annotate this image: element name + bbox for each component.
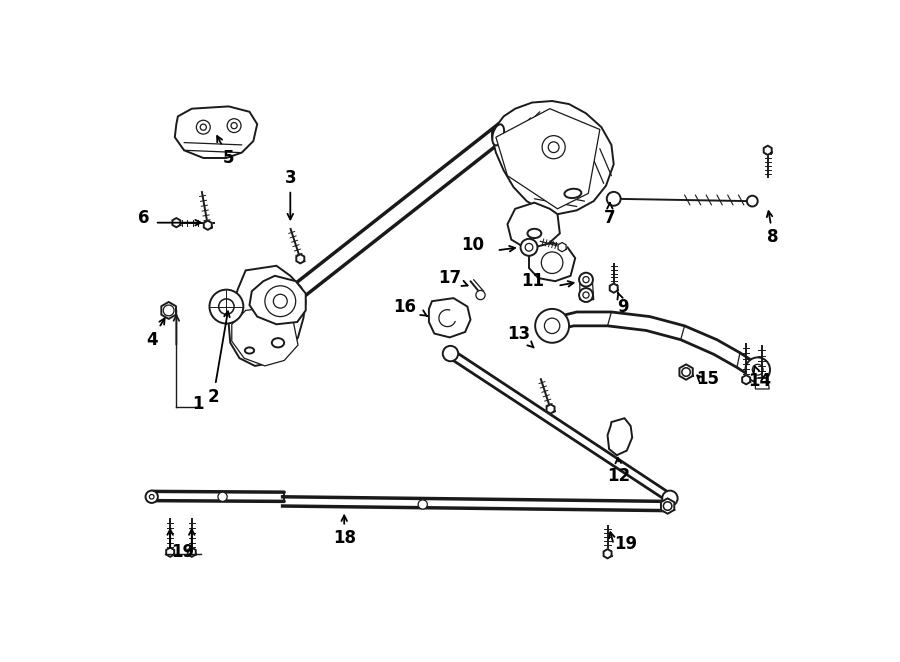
Text: 11: 11 [521, 272, 544, 290]
Polygon shape [580, 277, 594, 300]
Text: 14: 14 [749, 366, 771, 391]
Circle shape [579, 288, 593, 302]
Polygon shape [764, 146, 771, 155]
Polygon shape [249, 276, 306, 324]
Polygon shape [529, 243, 575, 281]
Circle shape [196, 120, 211, 134]
Polygon shape [742, 375, 751, 385]
Circle shape [548, 142, 559, 152]
Text: 5: 5 [217, 136, 235, 167]
Polygon shape [546, 404, 554, 414]
Circle shape [544, 318, 560, 334]
Circle shape [526, 244, 533, 251]
Circle shape [752, 364, 763, 375]
Circle shape [541, 252, 562, 273]
Polygon shape [161, 302, 176, 319]
Circle shape [542, 136, 565, 159]
Circle shape [579, 273, 593, 287]
Text: 9: 9 [617, 293, 629, 316]
Circle shape [443, 346, 458, 361]
Circle shape [418, 500, 427, 509]
Text: 15: 15 [696, 369, 719, 387]
Polygon shape [758, 377, 766, 387]
Polygon shape [492, 101, 614, 214]
Polygon shape [508, 203, 560, 249]
Ellipse shape [527, 229, 541, 238]
Polygon shape [558, 242, 566, 252]
Text: 12: 12 [608, 457, 631, 485]
Circle shape [520, 239, 537, 256]
Circle shape [682, 368, 690, 376]
Circle shape [259, 291, 266, 297]
Circle shape [747, 196, 758, 207]
Text: 2: 2 [208, 311, 230, 406]
Polygon shape [203, 220, 212, 230]
Circle shape [274, 295, 287, 308]
Ellipse shape [564, 189, 581, 198]
Ellipse shape [272, 338, 284, 348]
Text: 8: 8 [767, 211, 778, 246]
Text: 19: 19 [614, 535, 637, 553]
Circle shape [219, 299, 234, 314]
Circle shape [583, 277, 590, 283]
Circle shape [607, 192, 621, 206]
Polygon shape [166, 547, 175, 557]
Polygon shape [680, 364, 693, 380]
Polygon shape [296, 254, 304, 263]
Circle shape [164, 306, 174, 315]
Ellipse shape [492, 124, 504, 146]
Polygon shape [175, 107, 257, 158]
Text: 10: 10 [462, 236, 484, 254]
Polygon shape [755, 378, 770, 389]
Ellipse shape [245, 348, 254, 354]
Polygon shape [604, 549, 612, 558]
Circle shape [200, 124, 206, 130]
Polygon shape [232, 307, 298, 366]
Polygon shape [429, 298, 471, 338]
Polygon shape [188, 547, 196, 557]
Circle shape [265, 286, 296, 316]
Text: 18: 18 [333, 516, 356, 547]
Text: 19: 19 [171, 543, 194, 561]
Circle shape [255, 286, 270, 301]
Text: 1: 1 [193, 395, 203, 413]
Circle shape [227, 118, 241, 132]
Text: 6: 6 [139, 209, 149, 226]
Polygon shape [609, 283, 617, 293]
Polygon shape [496, 109, 599, 209]
Text: 3: 3 [284, 169, 296, 219]
Text: 13: 13 [508, 324, 534, 348]
Text: 17: 17 [438, 269, 468, 287]
Polygon shape [229, 265, 306, 366]
Circle shape [536, 309, 569, 343]
Polygon shape [172, 218, 180, 227]
Circle shape [745, 357, 770, 382]
Circle shape [163, 305, 174, 316]
Circle shape [476, 291, 485, 300]
Circle shape [663, 502, 671, 510]
Circle shape [149, 495, 154, 499]
Polygon shape [661, 498, 674, 514]
Circle shape [210, 290, 243, 324]
Polygon shape [608, 418, 632, 455]
Text: 16: 16 [393, 298, 417, 316]
Circle shape [231, 122, 238, 128]
Circle shape [662, 491, 678, 506]
Circle shape [146, 491, 158, 503]
Circle shape [218, 492, 227, 501]
Text: 7: 7 [604, 203, 616, 227]
Text: 4: 4 [146, 318, 165, 349]
Circle shape [583, 292, 590, 298]
